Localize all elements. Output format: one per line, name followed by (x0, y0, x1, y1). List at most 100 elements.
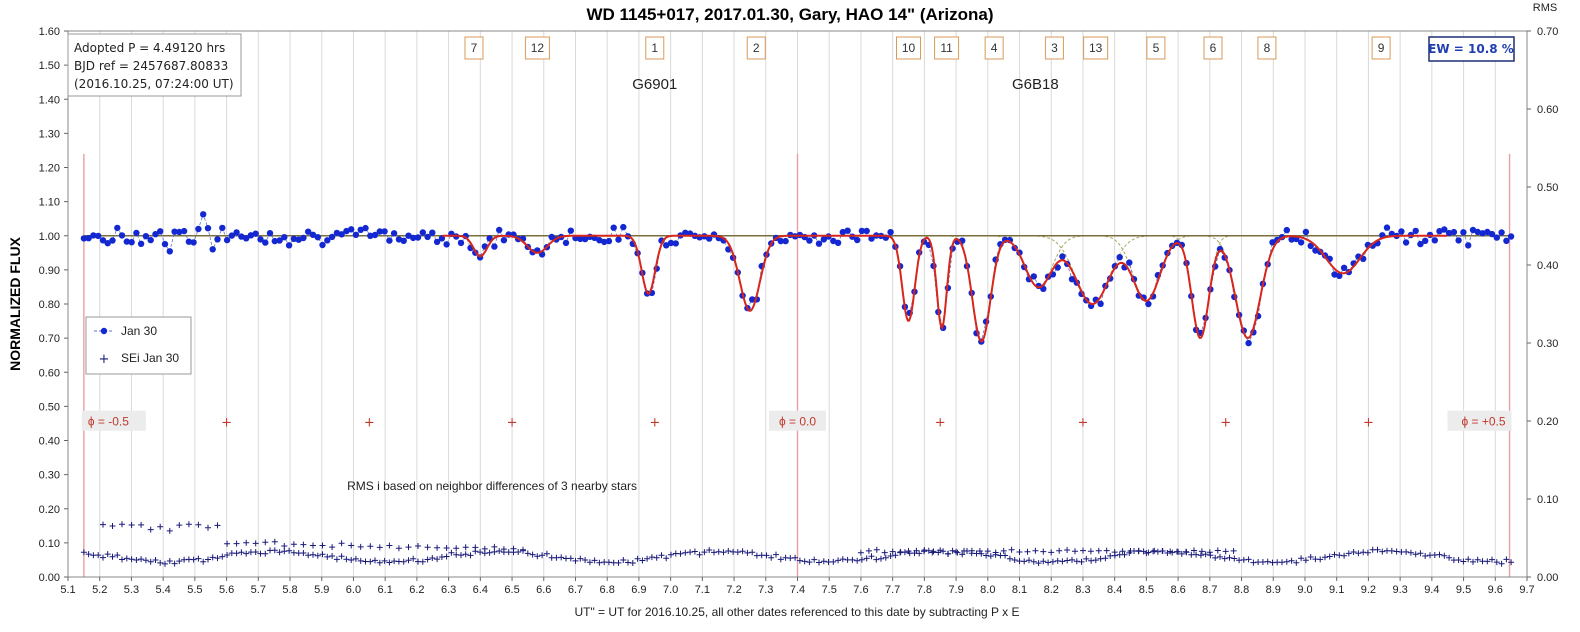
flux-point (300, 234, 307, 242)
rms-point (243, 539, 250, 546)
phase-tick: + (1363, 416, 1374, 431)
phase-tick: + (1220, 416, 1231, 431)
rms-point (1072, 548, 1078, 555)
rms-point (233, 540, 240, 547)
rms-point (252, 549, 259, 555)
rms-point (937, 547, 944, 554)
dip-label: 7 (471, 41, 478, 55)
object-labels: G6901 G6B18 (632, 76, 1058, 93)
rms-point (945, 550, 952, 557)
flux-point (185, 238, 193, 245)
rms-point (128, 556, 135, 563)
rms-point (930, 548, 937, 555)
flux-point (863, 227, 870, 235)
rms-point (443, 553, 450, 560)
flux-point (1336, 272, 1343, 279)
flux-point (305, 228, 312, 235)
rms-point (634, 555, 641, 562)
flux-point (815, 240, 823, 247)
phase-label-bg (769, 410, 826, 431)
rms-point (1026, 557, 1032, 564)
rms-point (352, 555, 359, 562)
info-date: (2016.10.25, 07:24:00 UT) (74, 77, 234, 91)
x-tick-label: 6.5 (504, 584, 519, 596)
y-tick-label: 1.10 (39, 197, 60, 209)
flux-point (1488, 230, 1496, 238)
rms-point (889, 548, 896, 555)
flux-point (142, 233, 150, 240)
rms-point (491, 543, 498, 550)
flux-point (367, 232, 374, 239)
rms-point (157, 559, 164, 566)
x-tick-label: 8.7 (1202, 584, 1217, 596)
rms-point (849, 556, 856, 563)
x-tick-label: 7.5 (822, 584, 837, 596)
rms-point (119, 556, 125, 563)
rms-point (1317, 556, 1324, 563)
flux-point (195, 225, 202, 233)
rms-point (1302, 557, 1309, 564)
x-tick-label: 6.2 (409, 584, 424, 596)
flux-point (433, 238, 441, 246)
rms-point (515, 549, 522, 555)
flux-point (601, 238, 608, 246)
rms-point (1412, 551, 1419, 558)
rms-point (415, 543, 421, 549)
legend: Jan 30 + SEi Jan 30 (85, 316, 192, 375)
rms-point (1283, 558, 1290, 565)
rms-point (128, 522, 135, 528)
rms-point (921, 547, 928, 554)
flux-point (1245, 339, 1252, 347)
rms-point (529, 551, 536, 558)
rms-point (968, 547, 975, 554)
rms-series (80, 521, 1515, 567)
rms-point (405, 557, 412, 564)
x-tick-label: 5.3 (124, 584, 139, 596)
rms-point (596, 559, 603, 566)
rms-point (1379, 548, 1386, 555)
flux-point (663, 242, 670, 249)
rms-point (1498, 560, 1505, 567)
rms-point (123, 555, 130, 562)
rms-point (80, 549, 87, 556)
flux-point (233, 229, 240, 236)
rms-point (1350, 549, 1357, 555)
rms-point (644, 555, 651, 562)
flux-point (1498, 229, 1505, 236)
flux-point (137, 240, 145, 247)
rms-point (209, 554, 216, 561)
rms-point (1159, 548, 1166, 554)
rms-point (1002, 552, 1009, 559)
rms-point (820, 558, 827, 565)
x-axis-label: UT" = UT for 2016.10.25, all other dates… (574, 605, 1019, 619)
rms-point (262, 550, 269, 557)
rms-point (424, 544, 431, 551)
x-tick-label: 9.2 (1361, 584, 1376, 596)
rms-point (1474, 556, 1481, 563)
flux-point (1030, 273, 1038, 280)
rms-point (734, 549, 741, 556)
dip-label: 4 (991, 41, 998, 55)
flux-point (386, 237, 393, 244)
flux-point (343, 227, 350, 235)
x-tick-label: 6.3 (441, 584, 456, 596)
dip-label-box (645, 36, 665, 60)
x-tick-label: 8.8 (1234, 584, 1249, 596)
y-tick-label: 0.80 (39, 299, 60, 311)
rms-point (333, 556, 340, 563)
x-tick-label: 5.8 (282, 584, 297, 596)
flux-point (1479, 230, 1486, 237)
rms-point (109, 523, 116, 529)
flux-point (1422, 237, 1429, 244)
rms-point (477, 549, 484, 556)
flux-point (610, 224, 617, 231)
rms-point (300, 550, 307, 556)
rms-point (1417, 550, 1424, 557)
rms-point (858, 556, 865, 563)
rms-point (319, 551, 326, 558)
rms-point (443, 545, 450, 551)
flux-point (314, 234, 321, 241)
rms-point (166, 558, 173, 564)
dip-label-box (746, 36, 766, 60)
flux-point (1417, 240, 1424, 248)
